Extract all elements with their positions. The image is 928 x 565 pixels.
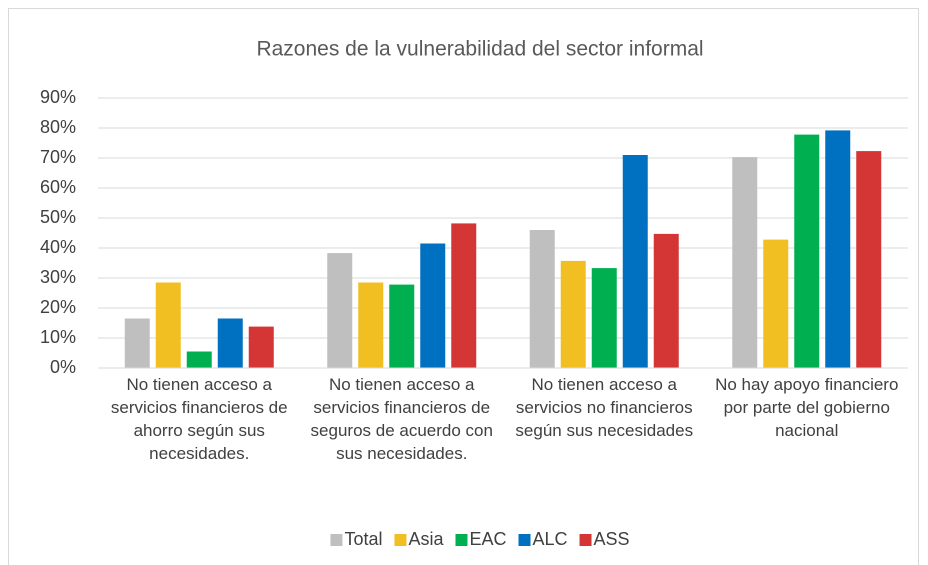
bar xyxy=(124,318,150,368)
bar xyxy=(591,268,617,368)
bar xyxy=(763,239,789,368)
x-tick-label: No hay apoyo financiero por parte del go… xyxy=(715,375,899,440)
chart-title: Razones de la vulnerabilidad del sector … xyxy=(256,38,703,61)
bar xyxy=(622,155,648,368)
legend-swatch xyxy=(394,534,407,546)
y-tick-label: 80% xyxy=(40,117,76,137)
bar xyxy=(420,243,446,368)
bar xyxy=(389,284,415,368)
x-tick-label: No tienen acceso a servicios financieros… xyxy=(110,375,288,463)
bar xyxy=(358,282,384,368)
bar xyxy=(248,326,274,368)
legend-label: Total xyxy=(344,529,382,549)
bar xyxy=(529,230,555,368)
y-tick-label: 60% xyxy=(40,177,76,197)
bar xyxy=(186,351,212,368)
legend-swatch xyxy=(579,534,592,546)
bar xyxy=(825,130,851,368)
y-tick-label: 50% xyxy=(40,207,76,227)
legend: Total Asia EAC ALC ASS xyxy=(330,529,630,549)
bar xyxy=(653,233,679,368)
bar xyxy=(560,260,586,368)
y-tick-label: 40% xyxy=(40,237,76,257)
bar xyxy=(155,282,181,368)
y-tick-label: 0% xyxy=(50,357,76,377)
bar xyxy=(451,223,477,368)
y-tick-label: 10% xyxy=(40,327,76,347)
legend-label: Asia xyxy=(408,529,444,549)
y-tick-label: 20% xyxy=(40,297,76,317)
x-tick-label: No tienen acceso a servicios financieros… xyxy=(310,375,493,463)
y-tick-label: 30% xyxy=(40,267,76,287)
y-tick-label: 90% xyxy=(40,87,76,107)
bar xyxy=(794,134,820,368)
bar xyxy=(327,253,353,368)
bar xyxy=(732,157,758,368)
bar xyxy=(856,151,882,368)
bar xyxy=(217,318,243,368)
y-tick-label: 70% xyxy=(40,147,76,167)
x-tick-label: No tienen acceso a servicios no financie… xyxy=(515,375,694,440)
legend-label: EAC xyxy=(469,529,506,549)
legend-swatch xyxy=(518,534,531,546)
legend-label: ASS xyxy=(594,529,630,549)
legend-swatch xyxy=(330,534,343,546)
legend-swatch xyxy=(455,534,468,546)
legend-label: ALC xyxy=(533,529,568,549)
